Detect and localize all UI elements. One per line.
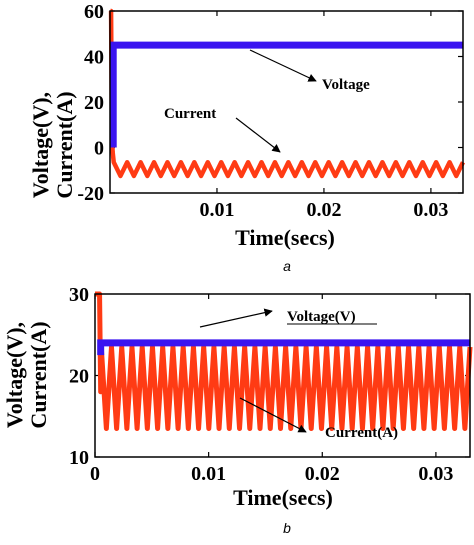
panel-a-current-arrow (235, 117, 281, 153)
panel-a-x-tick-label: 0.02 (306, 199, 341, 221)
panel-b-x-tick-label: 0.03 (418, 463, 453, 485)
panel-a-y-tick-label: 0 (94, 138, 104, 160)
panel-a-x-axis-label: Time(secs) (235, 225, 335, 250)
panel-b-caption: b (283, 520, 291, 536)
panel-a-current-annotation: Current (164, 106, 216, 122)
panel-a-y-axis-label-line-1: Voltage(V), (28, 92, 53, 198)
panel-a-voltage-line (109, 41, 463, 148)
panel-a-caption: a (283, 258, 291, 274)
panel-a-y-tick-label: -20 (77, 183, 104, 205)
panel-b-y-tick-label: 20 (69, 366, 89, 388)
panel-a-y-axis-label-line-2: Current(A) (52, 91, 77, 198)
panel-b-x-tick-label: 0 (90, 463, 100, 485)
panel-a-voltage-arrow (249, 49, 317, 82)
panel-b-y-axis-label: Voltage(V), Current(A) (2, 321, 51, 428)
panel-b-x-tick-label: 0.02 (305, 463, 340, 485)
panel-b-x-axis-label: Time(secs) (233, 485, 333, 510)
panel-b-x-ticks: 0 0.01 0.02 0.03 (90, 294, 453, 485)
panel-b-current-line (95, 291, 473, 431)
panel-a-x-ticks: 0.01 0.02 0.03 (199, 11, 448, 221)
panel-b-voltage-line (97, 339, 470, 356)
panel-b-current-annotation: Current(A) (325, 425, 398, 441)
panel-a-plot-area (108, 8, 466, 179)
panel-b-annotations: Voltage(V) Current(A) (199, 308, 398, 441)
panel-a-voltage-annotation: Voltage (322, 77, 370, 93)
panel-b-plot-area (95, 291, 473, 431)
panel-b-y-axis-label-line-1: Voltage(V), (2, 322, 27, 428)
panel-a-y-tick-label: 40 (84, 47, 104, 69)
panel-b-y-tick-label: 10 (69, 447, 89, 469)
panel-a-current-line (108, 8, 466, 179)
panel-b-current-arrow (239, 397, 307, 433)
panel-a-annotations: Voltage Current (164, 49, 370, 153)
panel-a-x-tick-label: 0.01 (199, 199, 234, 221)
panel-a-frame (109, 10, 464, 194)
panel-a-y-axis-label: Voltage(V), Current(A) (28, 91, 77, 198)
panel-a-y-tick-label: 20 (84, 92, 104, 114)
panel-b-frame (94, 293, 471, 458)
panel-b-voltage-annotation: Voltage(V) (287, 309, 356, 325)
panel-b-x-tick-label: 0.01 (191, 463, 226, 485)
panel-b-voltage-arrow (199, 308, 273, 328)
panel-a-x-tick-label: 0.03 (413, 199, 448, 221)
panel-a-y-ticks: -20 0 20 40 60 (77, 1, 463, 205)
panel-b-y-axis-label-line-2: Current(A) (26, 321, 51, 428)
panel-a-y-tick-label: 60 (84, 1, 104, 23)
panel-b-y-tick-label: 30 (69, 284, 89, 306)
